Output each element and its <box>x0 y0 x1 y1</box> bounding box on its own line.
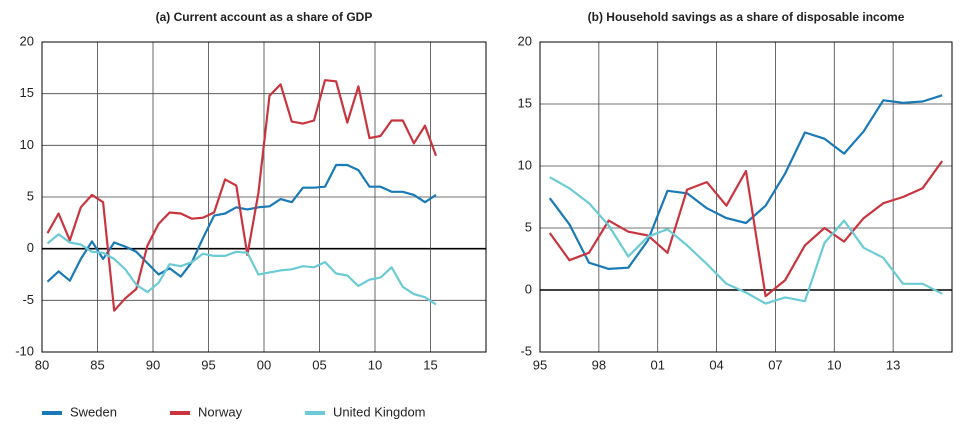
x-tick-label: 10 <box>368 357 382 372</box>
x-tick-label: 00 <box>257 357 271 372</box>
panel-title: (b) Household savings as a share of disp… <box>588 10 905 24</box>
x-tick-label: 80 <box>35 357 49 372</box>
series-line <box>548 94 943 270</box>
y-tick-label: 10 <box>518 157 532 172</box>
x-tick-label: 04 <box>709 357 723 372</box>
y-tick-label: -5 <box>520 343 532 358</box>
y-tick-label: 0 <box>525 281 532 296</box>
x-tick-label: 05 <box>312 357 326 372</box>
y-tick-label: 15 <box>518 95 532 110</box>
x-tick-label: 01 <box>650 357 664 372</box>
y-tick-label: -10 <box>15 343 34 358</box>
series-line <box>46 233 437 306</box>
y-tick-label: 5 <box>525 219 532 234</box>
series-line <box>548 160 944 298</box>
y-tick-label: 20 <box>518 33 532 48</box>
series-line <box>46 79 438 312</box>
y-tick-label: 10 <box>20 137 34 152</box>
series-line <box>549 176 943 305</box>
plot-frame <box>41 41 487 353</box>
legend-label: Norway <box>198 404 243 419</box>
x-tick-label: 95 <box>533 357 547 372</box>
x-tick-label: 07 <box>768 357 782 372</box>
plot-frame <box>539 41 953 353</box>
y-tick-label: 20 <box>20 33 34 48</box>
panel-title: (a) Current account as a share of GDP <box>156 10 373 24</box>
series-line <box>46 163 437 283</box>
legend-label: United Kingdom <box>333 404 426 419</box>
y-tick-label: 15 <box>20 85 34 100</box>
y-tick-label: 5 <box>27 188 34 203</box>
x-tick-label: 15 <box>423 357 437 372</box>
x-tick-label: 95 <box>201 357 215 372</box>
legend-label: Sweden <box>70 404 117 419</box>
y-tick-label: -5 <box>22 292 34 307</box>
x-tick-label: 13 <box>886 357 900 372</box>
x-tick-label: 10 <box>827 357 841 372</box>
x-tick-label: 98 <box>592 357 606 372</box>
y-tick-label: 0 <box>27 240 34 255</box>
x-tick-label: 90 <box>146 357 160 372</box>
x-tick-label: 85 <box>90 357 104 372</box>
